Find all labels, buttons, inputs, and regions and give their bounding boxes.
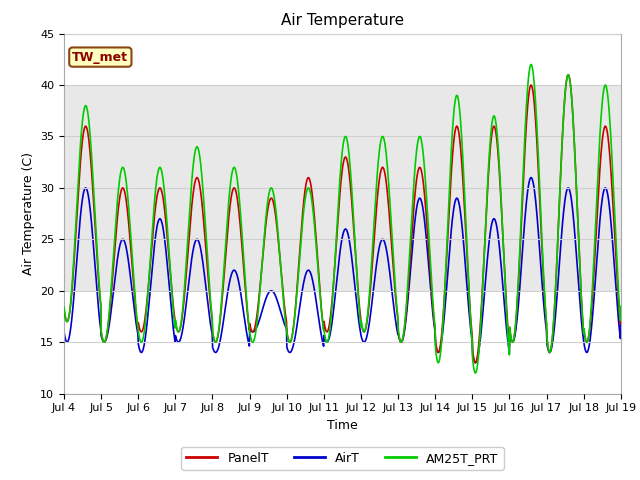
Legend: PanelT, AirT, AM25T_PRT: PanelT, AirT, AM25T_PRT xyxy=(181,447,504,469)
X-axis label: Time: Time xyxy=(327,419,358,432)
Bar xyxy=(64,85,621,291)
Title: Air Temperature: Air Temperature xyxy=(281,13,404,28)
Y-axis label: Air Temperature (C): Air Temperature (C) xyxy=(22,152,35,275)
Text: TW_met: TW_met xyxy=(72,50,129,63)
